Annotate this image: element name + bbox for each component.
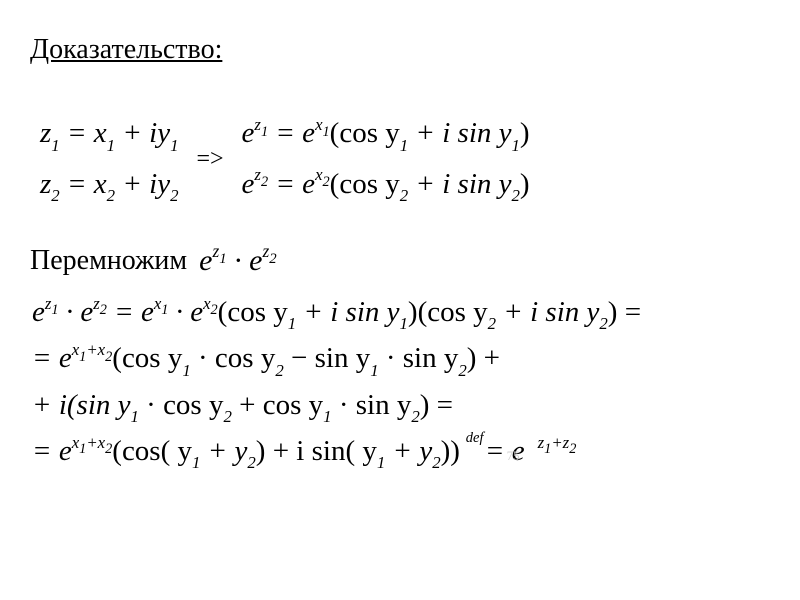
proof-line-2: = ex1+x2(cos y1 · cos y2 − sin y1 · sin … [32,338,770,380]
multiply-expr: ez1 · ez2 [199,240,277,282]
proof-title: Доказательство: [30,30,770,69]
def-label: def [466,430,484,446]
multiply-label-row: Перемножим ez1 · ez2 [30,240,770,282]
multiply-label: Перемножим [30,241,187,280]
proof-line-1: ez1 · ez2 = ex1 · ex2(cos y1 + i sin y1)… [32,292,770,334]
proof-line-4: = ex1+x2(cos( y1 + y2) + i sin( y1 + y2)… [32,431,770,473]
z2-def: z2 = x2 + iy2 [40,164,178,206]
euler-z1: ez1 = ex1(cos y1 + i sin y1) [242,113,530,155]
z1-def: z1 = x1 + iy1 [40,113,178,155]
proof-equations: ez1 · ez2 = ex1 · ex2(cos y1 + i sin y1)… [30,292,770,473]
page-number: 75 [507,448,520,463]
euler-z2: ez2 = ex2(cos y2 + i sin y2) [242,164,530,206]
proof-line-3: + i(sin y1 · cos y2 + cos y1 · sin y2) = [32,385,770,427]
given-block: z1 = x1 + iy1 z2 = x2 + iy2 => ez1 = ex1… [40,109,770,210]
implies-arrow: => [196,143,223,177]
